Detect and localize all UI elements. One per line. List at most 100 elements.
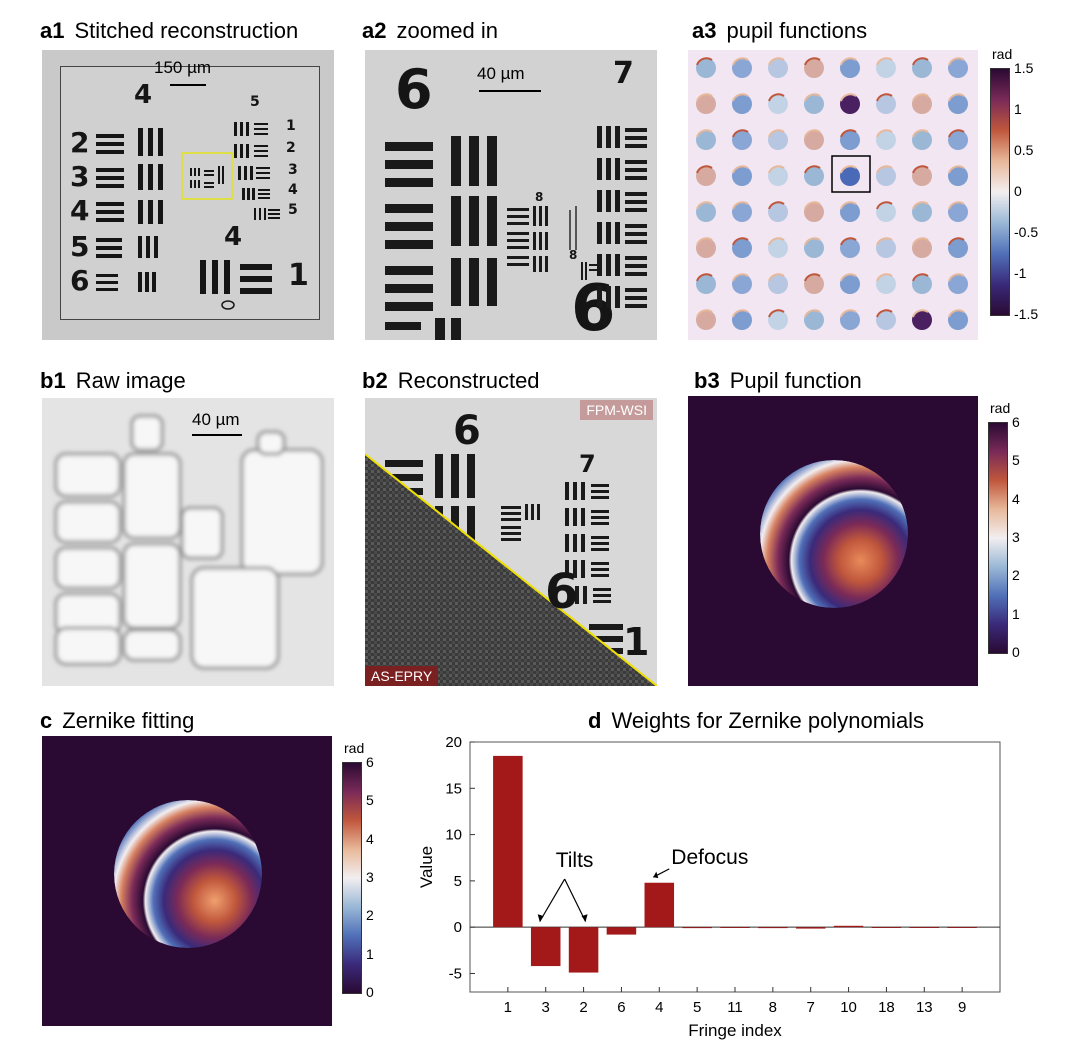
colorbar-tick: -1.5 [1014,306,1039,322]
group-label: 4 [224,222,243,252]
pupil-disc [912,58,932,78]
y-tick-label: 15 [445,780,462,797]
pupil-disc-edge [732,129,749,138]
panel-title-text: Zernike fitting [62,708,195,733]
pupil-disc-edge [696,237,713,246]
pupil-disc [732,58,752,78]
pupil-disc-edge [732,57,749,66]
pupil-disc-edge [948,57,965,66]
pupil-disc [840,130,860,150]
panel-letter: b1 [40,368,66,393]
panel-b1-title: b1 Raw image [40,368,186,394]
colorbar-label: rad [344,740,365,756]
pupil-disc-edge [876,273,893,282]
bar [833,925,864,928]
bar [682,927,712,929]
pupil-disc [912,274,932,294]
pupil-disc [840,274,860,294]
pupil-disc-edge [948,273,965,282]
pupil-disc [696,58,716,78]
colorbar-tick: 0.5 [1014,142,1034,158]
element-digit: 1 [286,118,296,134]
pupil-disc-edge [768,165,785,174]
colorbar-tick: 0 [1014,183,1022,199]
element-digit: 3 [70,160,90,193]
bar [758,927,788,929]
element-label: 7 [613,56,634,91]
element-digit-large: 1 [288,258,309,293]
pupil-disc-edge [696,309,713,318]
as-epry-tag: AS-EPRY [365,666,439,686]
pupil-disc-edge [732,273,749,282]
pupil-disc [768,238,788,258]
pupil-disc-edge [948,129,965,138]
element-label: 7 [579,450,596,478]
pupil-disc-edge [732,309,749,318]
zernike-fitting-image [42,736,332,1026]
zernike-phase-map [114,800,262,948]
panel-b3-title: b3 Pupil function [694,368,862,394]
panel-title-text: Reconstructed [397,368,540,393]
pupil-disc-edge [876,165,893,174]
pupil-disc-edge [876,57,893,66]
stitched-reconstruction-image: 150 µm 4 5 4 [42,50,334,340]
group-label: 5 [250,94,260,110]
element-digit: 5 [288,202,298,218]
pupil-disc [732,166,752,186]
pupil-disc [876,274,896,294]
y-axis-label: Value [417,846,436,888]
panel-letter: a2 [362,18,387,43]
pupil-disc-edge [840,237,857,246]
pupil-function-image [688,396,978,686]
pupil-disc [876,202,896,222]
pupil-disc-edge [912,129,929,138]
pupil-disc [948,130,968,150]
bar [644,882,675,928]
panel-letter: d [588,708,602,733]
y-tick-label: 0 [454,919,462,936]
colorbar-tick: 1.5 [1014,60,1034,76]
pupil-disc-edge [696,93,713,102]
colorbar-tick: -0.5 [1014,224,1039,240]
selected-pupil-box [831,155,871,193]
pupil-disc-edge [876,93,893,102]
element-digit: 4 [70,194,90,227]
pupil-disc-edge [840,93,857,102]
pupil-disc-edge [840,273,857,282]
pupil-disc-edge [804,165,821,174]
pupil-disc [768,202,788,222]
raw-image: 40 µm [42,398,334,686]
arrow-tilt-2 [564,878,587,922]
zoomed-in-image: 40 µm 6 7 8 8 6 [365,50,657,340]
pupil-disc [732,274,752,294]
pupil-disc-edge [732,165,749,174]
x-axis-label: Fringe index [688,1021,782,1040]
pupil-disc-edge [948,165,965,174]
pupil-disc [768,274,788,294]
colorbar [342,762,362,994]
colorbar-tick: 1 [366,945,374,962]
arrow-tilt-1 [539,878,566,922]
colorbar-label: rad [990,400,1011,416]
pupil-disc [696,274,716,294]
scale-label: 150 µm [154,58,212,77]
pupil-disc [912,202,932,222]
panel-letter: b2 [362,368,388,393]
x-tick-label: 3 [542,999,550,1016]
pupil-disc-edge [840,129,857,138]
element-digit: 5 [70,230,90,263]
pupil-disc [804,274,824,294]
panel-title-text: Stitched reconstruction [74,18,299,43]
pupil-disc [948,166,968,186]
pupil-disc [912,130,932,150]
bar [795,927,826,929]
pupil-disc-edge [912,273,929,282]
colorbar-tick: 3 [366,869,374,885]
colorbar-tick: 3 [1012,529,1020,545]
panel-title-text: Pupil function [729,368,862,393]
pupil-disc-edge [948,309,965,318]
pupil-disc-edge [948,237,965,246]
pupil-disc-edge [768,57,785,66]
x-tick-label: 1 [504,999,512,1016]
element-label: 8 [569,248,578,262]
